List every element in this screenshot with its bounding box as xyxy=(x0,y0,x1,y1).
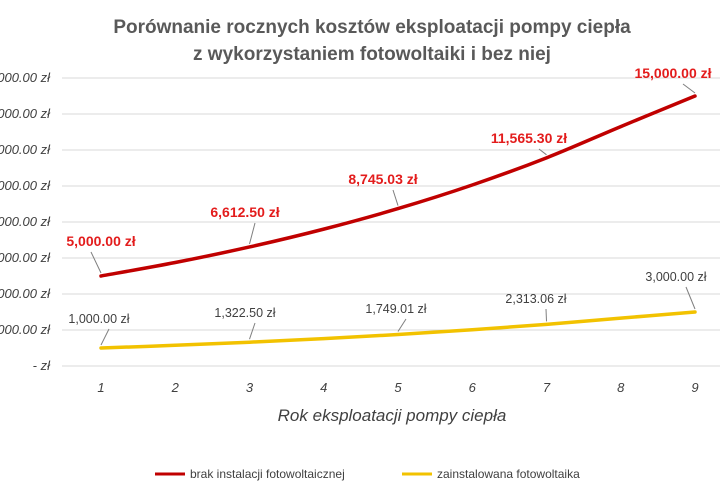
data-label: 1,322.50 zł xyxy=(214,306,275,320)
data-label: 5,000.00 zł xyxy=(66,233,135,249)
y-tick-label: - zł xyxy=(33,358,51,373)
data-point xyxy=(619,125,623,129)
leader-line xyxy=(249,322,256,340)
leader-line xyxy=(392,189,399,206)
data-point xyxy=(693,310,697,314)
series-lines xyxy=(99,94,697,350)
legend: brak instalacji fotowoltaicznej zainstalo… xyxy=(155,467,580,481)
data-point xyxy=(470,328,474,332)
x-tick-label: 1 xyxy=(97,380,104,395)
leader-line xyxy=(100,328,110,346)
data-point xyxy=(173,261,177,264)
data-point xyxy=(99,346,103,350)
y-tick-label: ,000.00 zł xyxy=(0,106,51,121)
leader-line xyxy=(90,251,102,274)
data-label: 11,565.30 zł xyxy=(491,130,567,146)
data-label: 3,000.00 zł xyxy=(645,270,706,284)
y-tick-label: ,000.00 zł xyxy=(0,250,51,265)
x-axis-ticks: 1 2 3 4 5 6 7 8 9 xyxy=(97,380,698,395)
x-tick-label: 3 xyxy=(246,380,254,395)
leader-line xyxy=(682,83,696,94)
leader-line xyxy=(249,222,256,245)
x-tick-label: 9 xyxy=(691,380,698,395)
data-point xyxy=(173,343,177,347)
y-axis-ticks: - zł ,000.00 zł ,000.00 zł ,000.00 zł ,000.0… xyxy=(0,70,51,373)
gridlines xyxy=(62,77,720,367)
y-tick-label: ,000.00 zł xyxy=(0,70,51,85)
chart-title-line-2: z wykorzystaniem fotowoltaiki i bez niej xyxy=(193,44,551,65)
x-tick-label: 2 xyxy=(171,380,180,395)
leader-line xyxy=(685,286,696,310)
leader-line xyxy=(397,318,407,332)
leader-line xyxy=(545,308,547,322)
legend-label: brak instalacji fotowoltaicznej xyxy=(190,467,345,481)
data-label: 15,000.00 zł xyxy=(634,65,711,81)
y-tick-label: ,000.00 zł xyxy=(0,142,51,157)
data-point xyxy=(619,316,623,320)
data-point xyxy=(545,156,548,160)
data-point xyxy=(470,183,474,187)
y-tick-label: ,000.00 zł xyxy=(0,286,51,301)
y-tick-label: ,000.00 zł xyxy=(0,178,51,193)
legend-label: zainstalowana fotowoltaika xyxy=(437,467,580,481)
y-tick-label: ,000.00 zł xyxy=(0,214,51,229)
x-tick-label: 6 xyxy=(469,380,477,395)
data-label: 2,313.06 zł xyxy=(505,292,566,306)
data-point xyxy=(99,274,103,278)
y-tick-label: ,000.00 zł xyxy=(0,322,51,337)
data-label: 8,745.03 zł xyxy=(348,171,417,187)
x-tick-label: 4 xyxy=(320,380,327,395)
data-point xyxy=(248,340,251,344)
data-point xyxy=(322,227,326,231)
data-point xyxy=(693,94,697,98)
x-tick-label: 8 xyxy=(617,380,625,395)
leader-line xyxy=(538,148,547,156)
data-label: 6,612.50 zł xyxy=(210,204,279,220)
chart-title-line-1: Porównanie rocznych kosztów eksploatacji… xyxy=(113,17,631,38)
data-labels: 5,000.00 zł 6,612.50 zł 8,745.03 zł 11,565.… xyxy=(66,65,712,346)
data-point xyxy=(545,322,548,326)
x-axis-label: Rok eksploatacji pompy ciepła xyxy=(278,406,507,425)
data-point xyxy=(396,333,400,337)
x-tick-label: 5 xyxy=(394,380,402,395)
data-label: 1,000.00 zł xyxy=(68,312,129,326)
data-point xyxy=(322,337,326,341)
data-point xyxy=(248,245,251,249)
x-tick-label: 7 xyxy=(543,380,551,395)
data-point xyxy=(396,207,400,211)
data-label: 1,749.01 zł xyxy=(365,302,426,316)
